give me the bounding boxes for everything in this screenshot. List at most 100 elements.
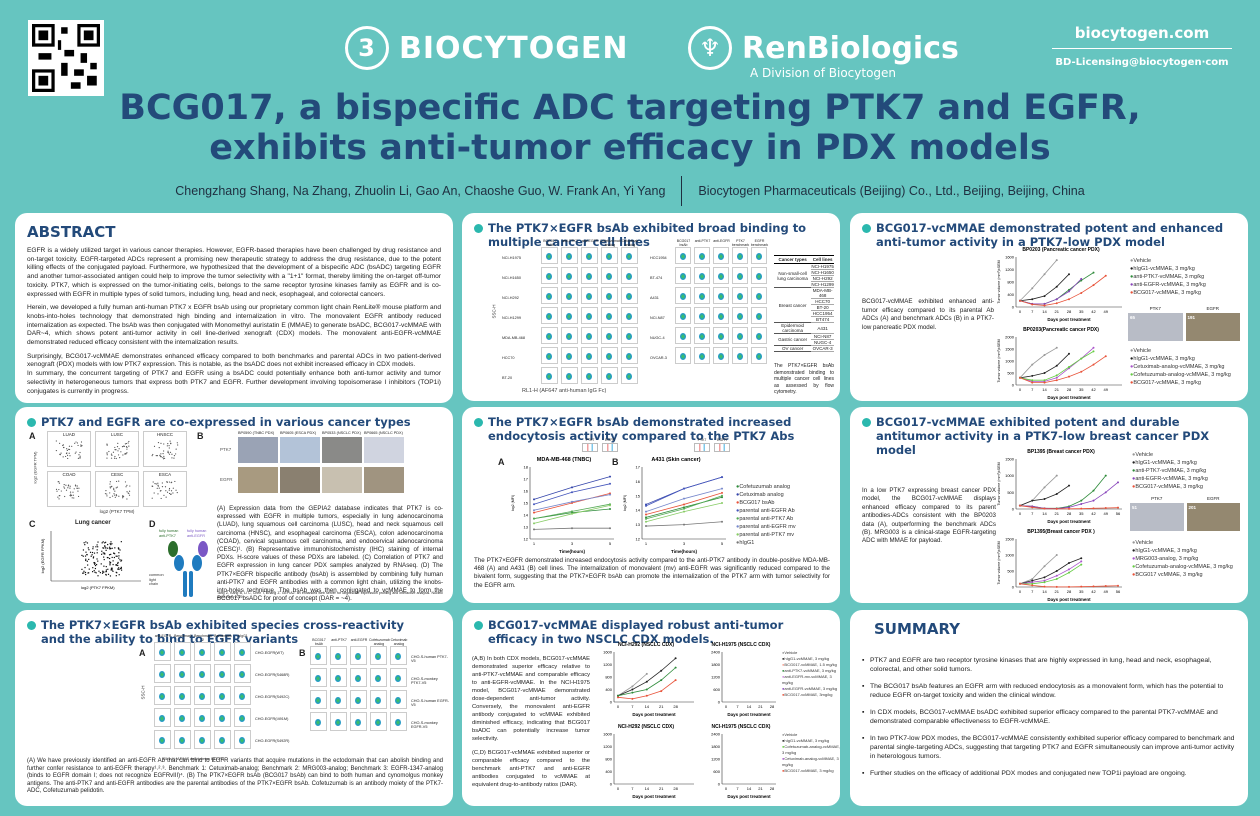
x-tick: 28 [673, 786, 678, 791]
x-tick: 28 [1067, 511, 1072, 516]
column-label: Cofetuzumab analog [600, 239, 620, 247]
flow-plot [601, 267, 618, 284]
column-label: BCG017 bsAb [540, 239, 560, 247]
flow-plot [751, 307, 767, 324]
y-tick: 0 [1012, 585, 1015, 590]
x-tick: 14 [645, 786, 650, 791]
scatter-point [87, 542, 88, 543]
scatter-point [113, 553, 114, 554]
flow-plot [154, 686, 171, 705]
scatter-point [101, 563, 102, 564]
legend-item: BCG017 bsAb [736, 499, 796, 507]
ihc-image: PTK7 65 [1128, 313, 1183, 341]
cell-line: NCI-H1650 [811, 270, 834, 276]
axis-label: RL1-H (AF647 anti-human IgG Fc) [522, 387, 606, 395]
x-tick: 14 [747, 704, 752, 709]
x-tick: 28 [1067, 387, 1072, 392]
y-tick: 1200 [603, 662, 613, 667]
y-tick: 14 [636, 508, 641, 513]
histogram-label: EGFR [602, 438, 618, 442]
scatter-point [92, 567, 93, 568]
chart-legend: VehiclehIgG1-vcMMAE, 3 mg/kgBCG017-vcMMA… [782, 650, 840, 698]
scatter-point [112, 548, 113, 549]
scatter-point [87, 561, 88, 562]
panel-label: D [149, 519, 156, 529]
website-link[interactable]: biocytogen.com [1052, 24, 1232, 49]
scatter-point [84, 567, 85, 568]
ihc-image [238, 467, 278, 493]
flow-plot [310, 668, 327, 687]
scatter-point [104, 559, 105, 560]
scatter-point [113, 564, 114, 565]
scatter-plot: HNSCC [143, 431, 187, 467]
ihc-label: PTK7 [1130, 496, 1184, 501]
flow-plot [390, 712, 407, 731]
scatter-point [110, 554, 111, 555]
flow-plot [621, 367, 638, 384]
scatter-point [114, 557, 115, 558]
scatter-point [112, 571, 113, 572]
chart-title: BP1395(Breast cancer PDX ) [1027, 529, 1095, 535]
renbiologics-logo-icon: ♆ [688, 26, 732, 70]
flow-plot [330, 712, 347, 731]
row-label: A431 [650, 296, 673, 300]
endocytosis-chart-b: A431 (Skin cancer)log2 (MFI)1 3 5Time(hour… [622, 453, 730, 555]
y-tick: 400 [605, 687, 612, 692]
scatter-point [88, 572, 89, 573]
x-tick: 0 [725, 704, 728, 709]
email-link[interactable]: BD-Licensing@biocytogen·com [1052, 57, 1232, 68]
y-tick: 1600 [603, 650, 613, 655]
legend-item: BCG017-vcMMAE, 3 mg/kg [1130, 289, 1206, 297]
x-tick: 0 [1019, 589, 1022, 594]
flow-plot [154, 730, 171, 749]
chart-title: NCI-H1975 (NSCLC CDX) [712, 724, 771, 730]
table-row: Non-small-cell lung carcinoma NCI-H1975 [774, 264, 834, 270]
ihc-row-label: EGFR [220, 477, 233, 482]
legend-item: BCG017-vcMMAE, 3 mg/kg [782, 768, 840, 774]
x-tick: 7 [1031, 309, 1034, 314]
panel-label: B [299, 648, 306, 658]
scatter-point [85, 574, 86, 575]
flow-plot [694, 327, 710, 344]
scatter-point [93, 556, 94, 557]
section-text: In a low PTK7 expressing breast cancer P… [862, 487, 996, 546]
x-tick: 28 [770, 704, 775, 709]
ihc-label: EGFR [1187, 496, 1241, 501]
x-tick: 0 [1019, 511, 1022, 516]
row-label: BT-20 [502, 376, 540, 380]
scatter-point [116, 572, 117, 573]
y-tick: 2000 [1005, 335, 1015, 340]
abstract-text: EGFR is a widely utilized target in vari… [27, 247, 441, 396]
paragraph: In summary, the concurrent targeting of … [27, 370, 441, 396]
summary-list: PTK7 and EGFR are two receptor tyrosine … [862, 656, 1236, 778]
x-tick: 14 [1042, 387, 1047, 392]
scatter-point [121, 568, 122, 569]
x-tick: 14 [747, 786, 752, 791]
y-axis-label: Tumor volume (mm³)±SEM [997, 260, 1001, 303]
x-tick: 49 [1104, 309, 1109, 314]
flow-plot [214, 642, 231, 661]
bsab-diagram [163, 539, 213, 599]
flow-plot [174, 730, 191, 749]
scatter-point [95, 546, 96, 547]
scatter-point [92, 552, 93, 553]
x-axis-label: Time(hours) [671, 549, 697, 554]
x-tick: 28 [1067, 589, 1072, 594]
x-tick: 21 [1055, 589, 1060, 594]
endocytosis-legend: Cofetuzumab analogCetuximab analogBCG017… [736, 483, 796, 547]
qr-code[interactable] [28, 20, 104, 96]
flow-plot [214, 708, 231, 727]
ihc-images: PTK7 51 EGFR 201 [1130, 503, 1240, 531]
row-label: CHO-EGFR(S492C) [255, 695, 293, 699]
scatter-point [114, 547, 115, 548]
ihc-image [322, 437, 362, 463]
table-row: Breast cancer MDA-MB-468 [774, 288, 834, 299]
row-label: CHO-S-human PTK7-V5 [411, 655, 449, 663]
legend-item: Cetuximab-analog-vcMMAE, 3 mg/kg [782, 756, 840, 768]
flow-plot [581, 307, 598, 324]
flow-plot [541, 287, 558, 304]
column-label: Benchmark 1 [173, 634, 193, 642]
y-tick: 14 [524, 513, 529, 518]
y-tick: 600 [713, 769, 720, 774]
scatter-point [117, 568, 118, 569]
